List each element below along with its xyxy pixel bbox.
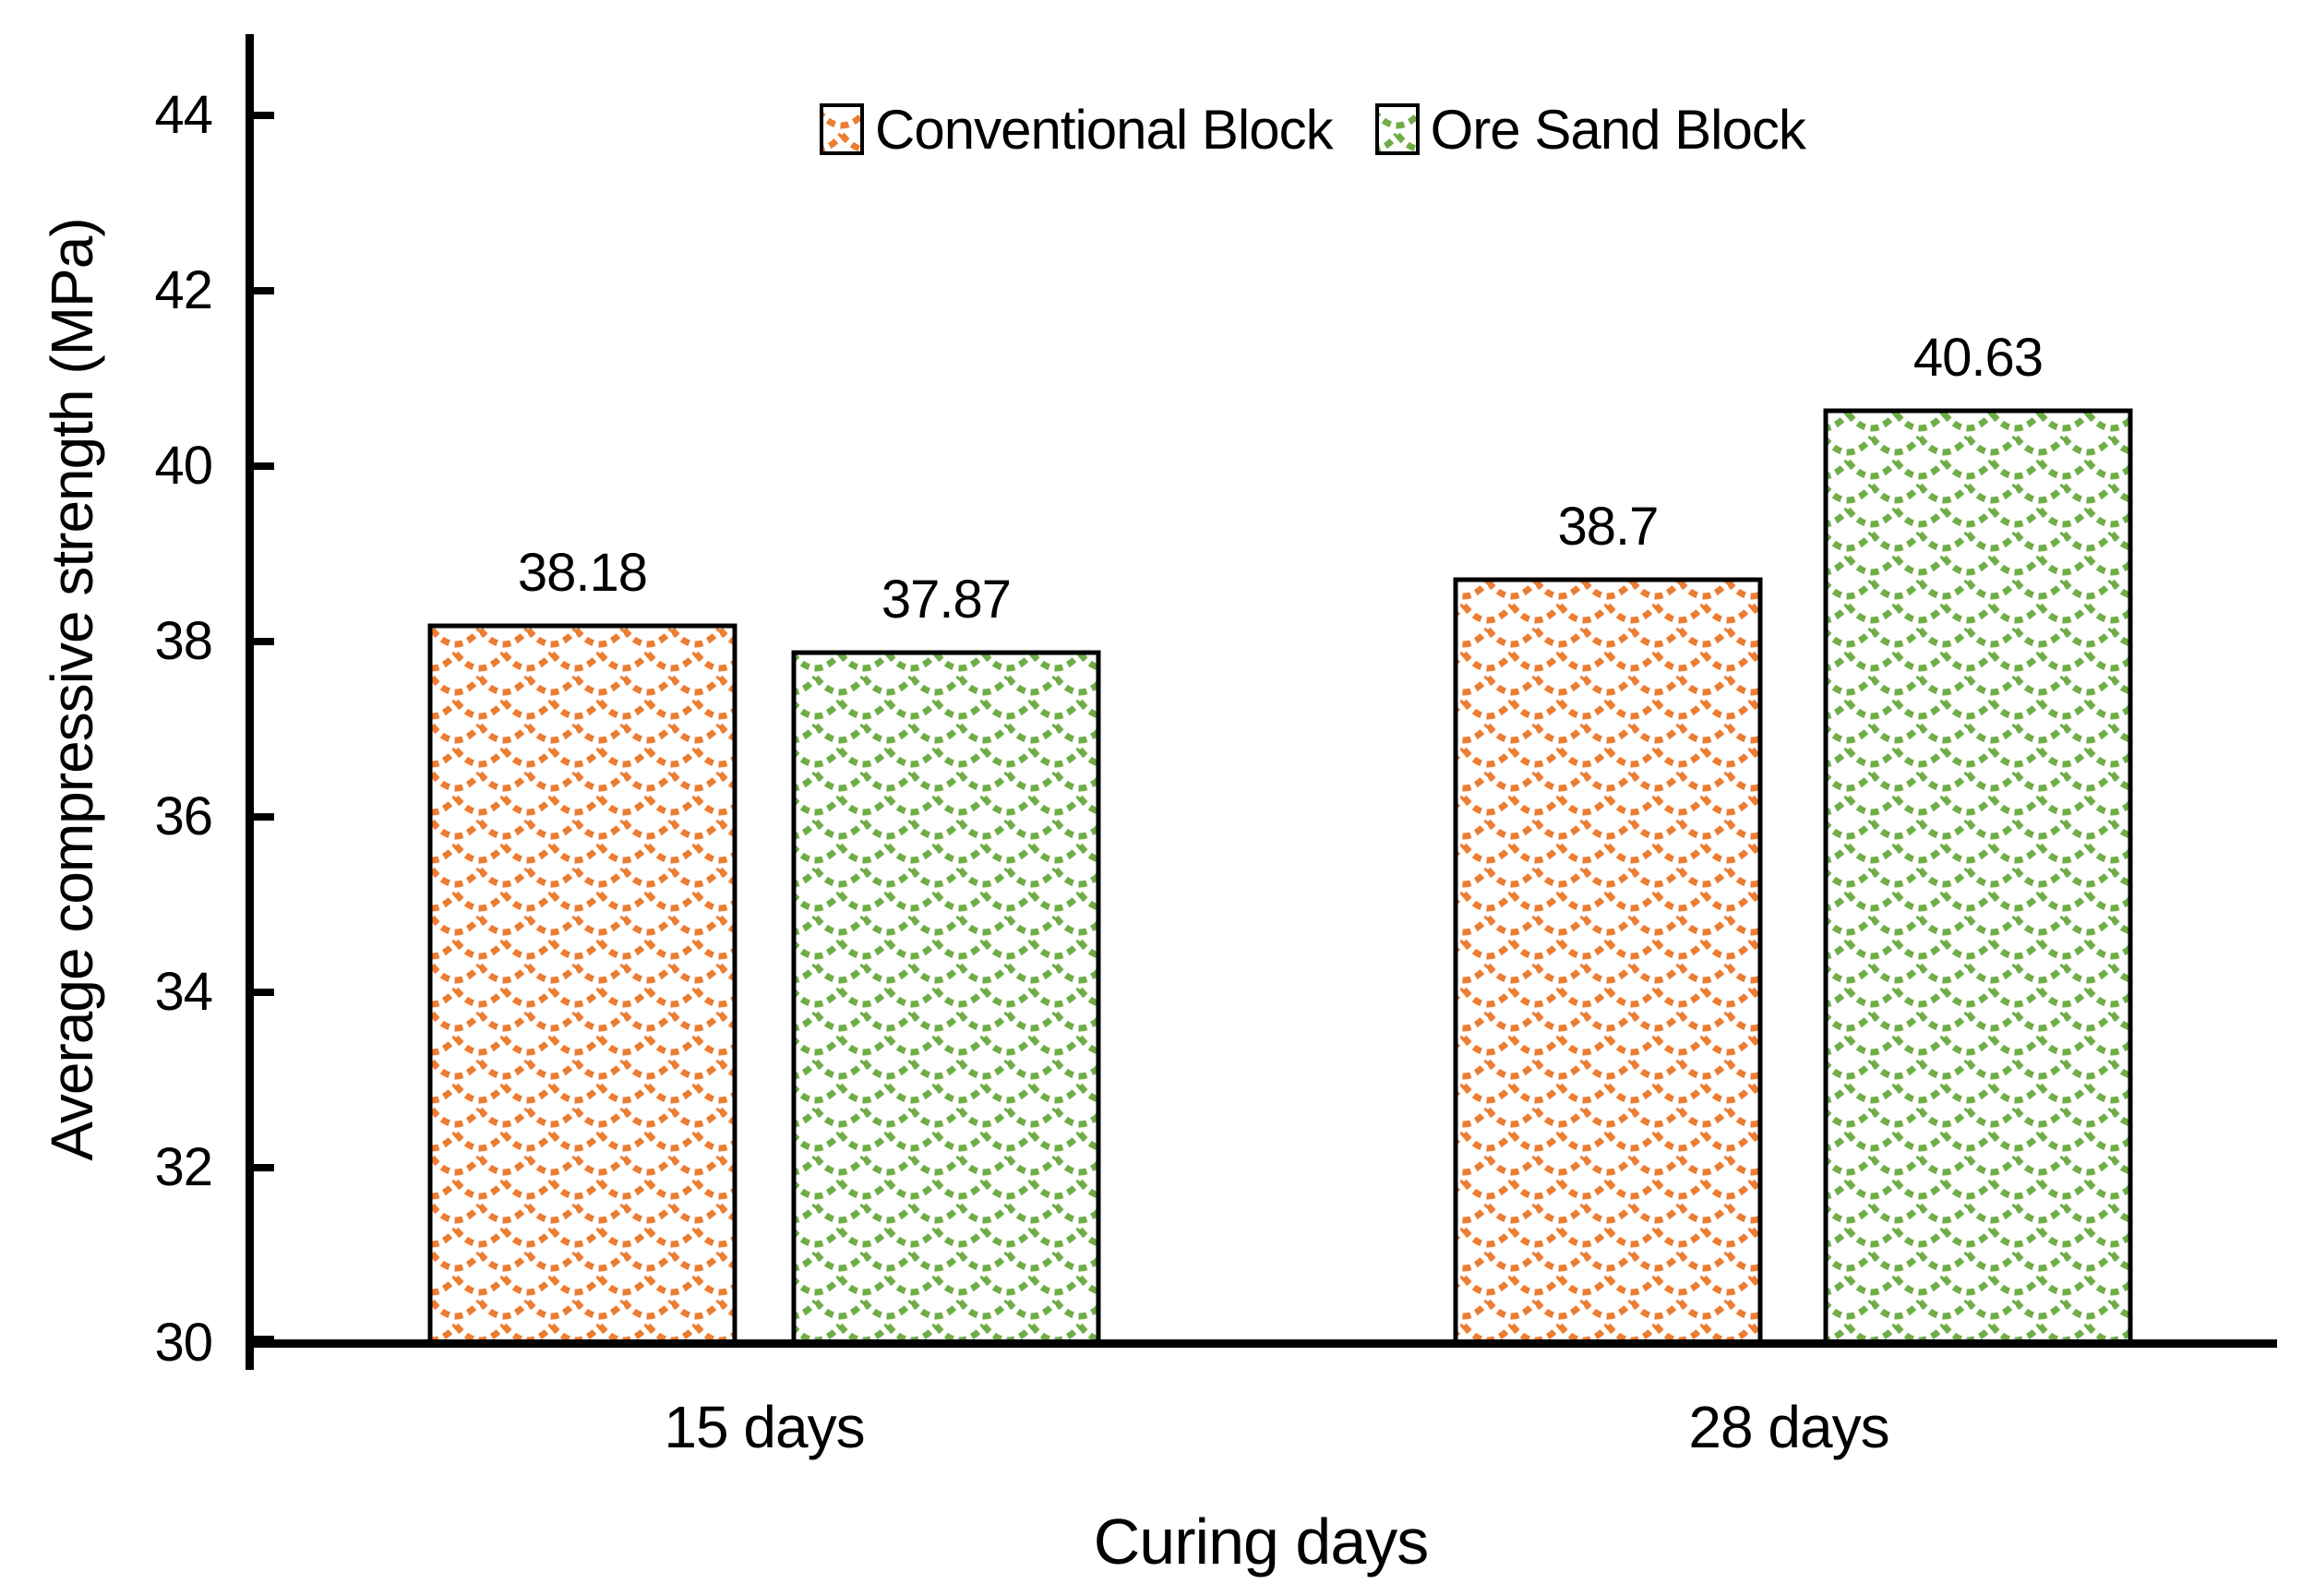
legend-item-conventional-block[interactable]: Conventional Block (820, 98, 1334, 162)
legend-label: Conventional Block (875, 98, 1334, 161)
y-tick-label: 44 (154, 85, 213, 145)
y-tick-label: 32 (154, 1137, 213, 1197)
y-tick-32 (254, 1164, 274, 1171)
y-tick-label: 34 (154, 962, 213, 1022)
y-tick-label: 40 (154, 436, 213, 496)
y-tick-34 (254, 989, 274, 996)
green-shingle-pattern-swatch-icon (1374, 103, 1420, 155)
x-axis-line (246, 1339, 2277, 1348)
x-category-label-28days: 28 days (1688, 1394, 1889, 1460)
bar-conventional-28days[interactable] (1453, 577, 1763, 1346)
bar-conventional-15days[interactable] (427, 623, 737, 1346)
bar-oresand-28days[interactable] (1823, 408, 2133, 1346)
bar-value-label: 40.63 (1912, 328, 2044, 388)
bar-value-label: 37.87 (881, 570, 1012, 630)
y-tick-label: 42 (154, 260, 213, 320)
y-tick-label: 36 (154, 786, 213, 846)
legend-item-ore-sand-block[interactable]: Ore Sand Block (1374, 98, 1806, 162)
y-axis-title: Average compressive strength (MPa) (39, 218, 105, 1161)
y-tick-label: 30 (154, 1313, 213, 1373)
x-axis-title: Curing days (1093, 1506, 1430, 1578)
x-category-label-15days: 15 days (664, 1394, 865, 1460)
y-tick-38 (254, 638, 274, 645)
orange-shingle-pattern-swatch-icon (820, 103, 864, 155)
y-tick-30 (254, 1336, 274, 1343)
y-tick-36 (254, 813, 274, 821)
legend: Conventional Block Ore Sand Block (820, 92, 1806, 166)
y-tick-label: 38 (154, 611, 213, 671)
y-tick-44 (254, 112, 274, 119)
legend-label: Ore Sand Block (1430, 98, 1806, 161)
bar-oresand-15days[interactable] (791, 650, 1101, 1346)
y-tick-40 (254, 462, 274, 470)
bar-value-label: 38.7 (1557, 497, 1660, 557)
y-axis-line (246, 34, 254, 1370)
y-tick-42 (254, 287, 274, 294)
bar-value-label: 38.18 (517, 543, 648, 603)
